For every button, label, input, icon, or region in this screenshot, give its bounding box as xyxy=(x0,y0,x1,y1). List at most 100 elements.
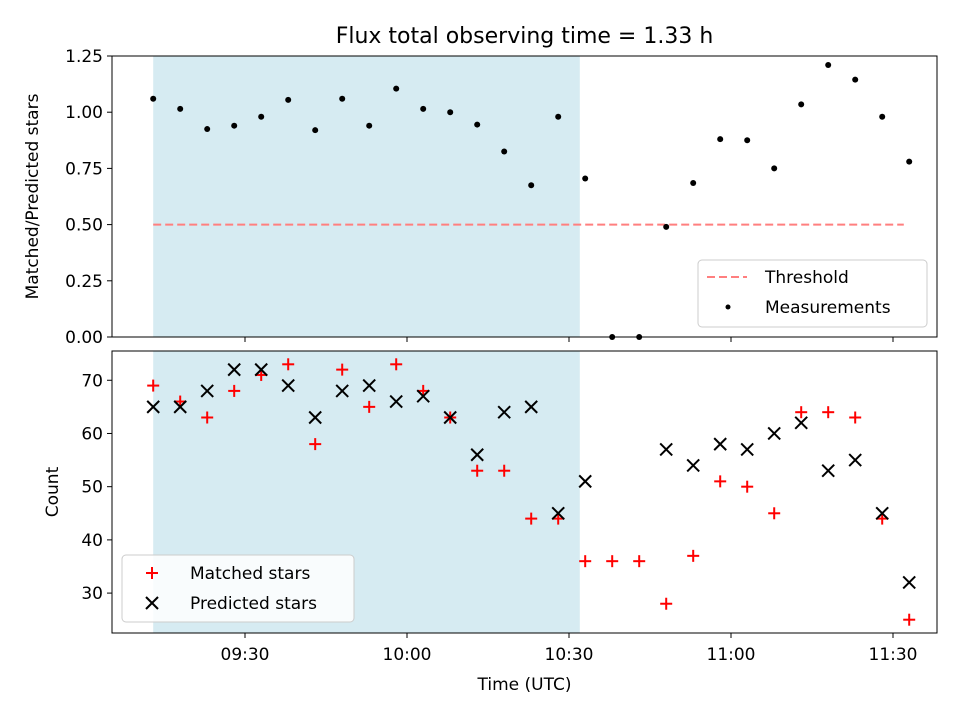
predicted-star-point xyxy=(227,362,241,377)
panel-bottom-ticks: 30 40 50 60 70 09:30 10:00 10:30 11:00 11:30 xyxy=(81,371,917,665)
measurement-point xyxy=(285,96,292,103)
predicted-star-point xyxy=(389,394,403,409)
predicted-star-point xyxy=(767,426,781,441)
predicted-star-point xyxy=(335,384,349,398)
matched-star-point xyxy=(309,438,322,451)
matched-star-point xyxy=(336,363,349,376)
predicted-star-point xyxy=(497,405,511,419)
matched-star-point xyxy=(606,555,619,568)
panel-bottom: 30 40 50 60 70 09:30 10:00 10:30 11:00 11:30 Coun… xyxy=(43,350,938,695)
observing-span-top xyxy=(153,56,580,337)
predicted-star-point xyxy=(200,384,214,398)
matched-star-point xyxy=(849,411,862,424)
legend-bottom: Matched stars Predicted stars xyxy=(121,554,355,623)
legend-predicted-swatch xyxy=(145,596,159,610)
predicted-star-point xyxy=(659,442,673,457)
predicted-star-point xyxy=(416,389,430,403)
matched-star-point xyxy=(282,358,295,371)
predicted-star-point xyxy=(362,378,376,393)
measurement-point xyxy=(393,85,400,92)
predicted-star-point xyxy=(173,400,187,414)
measurement-point xyxy=(258,113,265,120)
legend-matched-swatch xyxy=(146,567,158,579)
measurement-point xyxy=(771,165,778,172)
matched-star-point xyxy=(795,406,808,419)
measurement-point xyxy=(231,122,238,129)
measurement-point xyxy=(447,109,454,116)
count-points xyxy=(146,358,916,626)
panel-top: 0.00 0.25 0.50 0.75 1.00 1.25 Flux total obse… xyxy=(23,24,938,348)
matched-star-point xyxy=(741,480,754,493)
y-axis-label-top: Matched/Predicted stars xyxy=(23,93,43,299)
y-tick-label: 0.00 xyxy=(65,328,103,348)
predicted-star-point xyxy=(551,506,565,520)
x-tick-label: 11:00 xyxy=(707,645,756,665)
predicted-star-point xyxy=(821,464,835,478)
chart-title: Flux total observing time = 1.33 h xyxy=(336,24,714,49)
measurement-point xyxy=(879,113,886,120)
panel-bottom-frame xyxy=(111,350,938,634)
legend-measurements-label: Measurements xyxy=(765,298,891,318)
measurement-point xyxy=(798,101,805,108)
y-tick-label: 60 xyxy=(81,424,103,444)
y-tick-label: 30 xyxy=(81,584,103,604)
y-tick-label: 1.25 xyxy=(65,47,103,67)
x-tick-label: 10:30 xyxy=(545,645,594,665)
matched-star-point xyxy=(903,613,916,626)
matched-star-point xyxy=(660,597,673,610)
measurement-point xyxy=(852,76,859,83)
predicted-star-point xyxy=(794,416,808,430)
predicted-star-point xyxy=(713,437,727,451)
panel-top-ticks: 0.00 0.25 0.50 0.75 1.00 1.25 xyxy=(65,47,894,348)
matched-star-point xyxy=(201,411,214,424)
predicted-star-point xyxy=(308,410,322,425)
predicted-star-point xyxy=(146,400,160,414)
measurement-point xyxy=(717,136,724,143)
matched-star-point xyxy=(471,464,484,477)
y-tick-label: 50 xyxy=(81,478,103,498)
legend-threshold-label: Threshold xyxy=(764,268,849,288)
x-axis-label: Time (UTC) xyxy=(477,675,572,695)
matched-star-point xyxy=(525,512,538,525)
y-tick-label: 70 xyxy=(81,371,103,391)
matched-star-point xyxy=(363,400,376,413)
legend-predicted-label: Predicted stars xyxy=(190,594,317,614)
measurement-point xyxy=(663,223,670,230)
measurement-point xyxy=(474,121,481,128)
predicted-star-point xyxy=(578,474,592,489)
predicted-star-point xyxy=(524,400,538,414)
matched-star-point xyxy=(714,475,727,488)
measurement-point xyxy=(312,127,319,134)
matched-star-point xyxy=(768,507,781,520)
measurement-point xyxy=(420,105,427,112)
matched-star-point xyxy=(498,464,511,477)
measurement-point xyxy=(690,180,697,187)
legend-x-marker xyxy=(145,596,159,610)
matched-star-point xyxy=(390,358,403,371)
measurement-point xyxy=(366,122,373,129)
legend-top: Threshold Measurements xyxy=(697,259,928,328)
y-tick-label: 0.75 xyxy=(65,159,103,179)
legend-measurements-swatch xyxy=(725,304,731,310)
matched-star-point xyxy=(687,549,700,562)
measurement-point xyxy=(528,182,535,189)
measurement-point xyxy=(555,113,562,120)
y-axis-label-bottom: Count xyxy=(43,466,63,517)
measurement-point xyxy=(204,126,211,133)
predicted-star-point xyxy=(443,410,457,425)
legend-bottom-box xyxy=(121,554,355,623)
matched-star-point xyxy=(147,379,160,392)
y-tick-label: 1.00 xyxy=(65,103,103,123)
measurement-point xyxy=(150,95,157,102)
panel-top-frame xyxy=(111,55,938,338)
x-tick-label: 11:30 xyxy=(869,645,918,665)
y-tick-label: 0.50 xyxy=(65,216,103,236)
measurement-point xyxy=(744,137,751,144)
measurement-point xyxy=(906,158,913,165)
x-tick-label: 09:30 xyxy=(221,645,270,665)
measurement-point xyxy=(339,95,346,102)
predicted-star-point xyxy=(740,442,754,457)
predicted-star-point xyxy=(875,506,889,520)
